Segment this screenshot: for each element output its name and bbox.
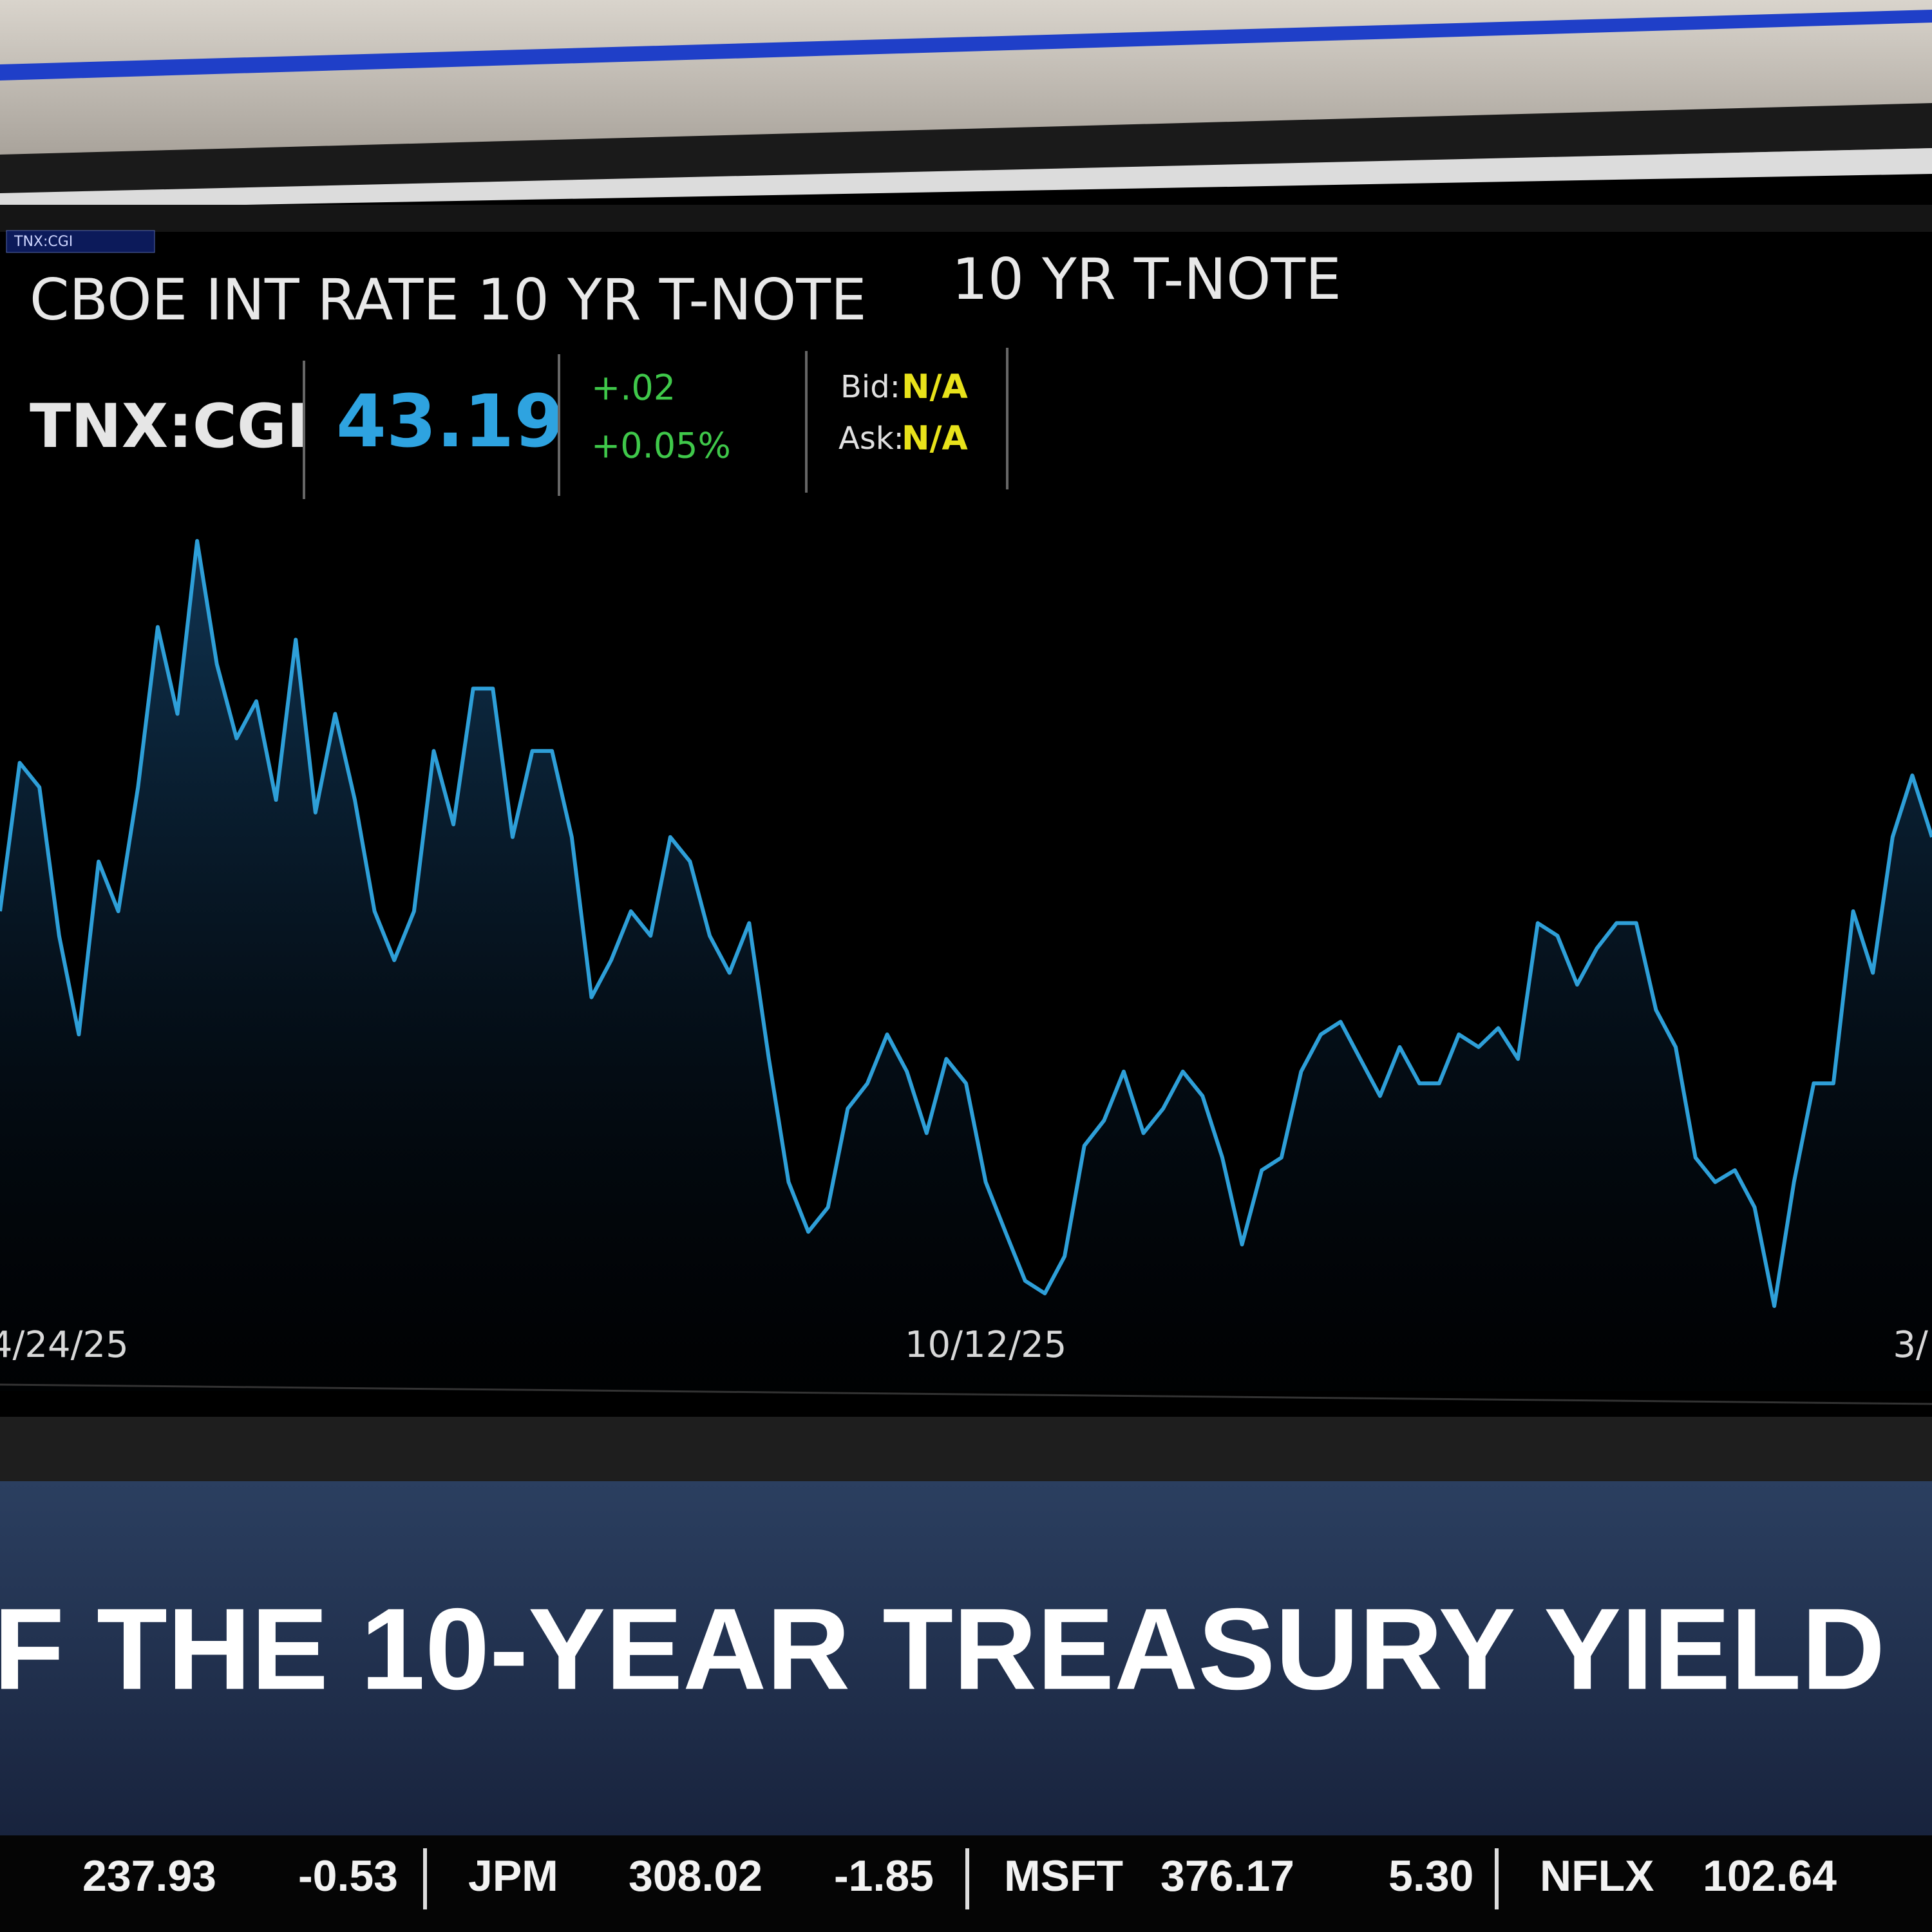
bid: N/A — [902, 368, 968, 406]
ticker-price: 237.93 — [82, 1852, 216, 1900]
ticker-price: 102.64 — [1703, 1852, 1837, 1900]
area-fill — [0, 541, 1932, 1391]
ticker-change: -1.85 — [834, 1852, 934, 1900]
ticker-symbol: JPM — [468, 1852, 558, 1900]
instrument-name: CBOE INT RATE 10 YR T-NOTE — [30, 267, 867, 333]
instrument-short-name: 10 YR T-NOTE — [952, 246, 1341, 312]
ask: N/A — [902, 419, 968, 458]
x-tick-label: 3/ — [1893, 1324, 1928, 1366]
bezel-edge — [0, 148, 1932, 209]
ticker-change: 5.30 — [1388, 1852, 1473, 1900]
ticker-price: 308.02 — [629, 1852, 762, 1900]
symbol-input[interactable] — [6, 230, 155, 253]
last-price: 43.19 — [336, 380, 564, 464]
ticker-symbol: NFLX — [1540, 1852, 1654, 1900]
blue-stripe — [0, 10, 1932, 80]
price-line — [0, 539, 1932, 1308]
x-tick-label: 4/24/25 — [0, 1324, 129, 1366]
chart: 4/24/25 10/12/25 3/ — [0, 539, 1932, 1391]
bezel — [0, 103, 1932, 193]
ticker: 237.93 -0.53 JPM 308.02 -1.85 MSFT 376.17 5.30 N… — [82, 1848, 1837, 1909]
dividers — [303, 348, 1009, 499]
symbol-input-text: TNX:CGI — [14, 234, 73, 250]
percent-change: +0.05% — [591, 426, 731, 466]
toolbar — [0, 205, 1932, 232]
symbol: TNX:CGI — [30, 392, 309, 462]
banner-headline: F THE 10-YEAR TREASURY YIELD — [0, 1585, 1885, 1714]
ticker-change: -0.53 — [298, 1852, 398, 1900]
screen-bottom — [0, 1417, 1932, 1481]
net-change: +.02 — [591, 368, 676, 408]
ticker-symbol: MSFT — [1004, 1852, 1123, 1900]
chart-border — [0, 1383, 1932, 1405]
banner — [0, 1481, 1932, 1835]
x-tick-label: 10/12/25 — [905, 1324, 1067, 1366]
bid-label: Bid: — [840, 369, 900, 405]
ticker-price: 376.17 — [1160, 1852, 1294, 1900]
ask-label: Ask: — [838, 421, 904, 457]
